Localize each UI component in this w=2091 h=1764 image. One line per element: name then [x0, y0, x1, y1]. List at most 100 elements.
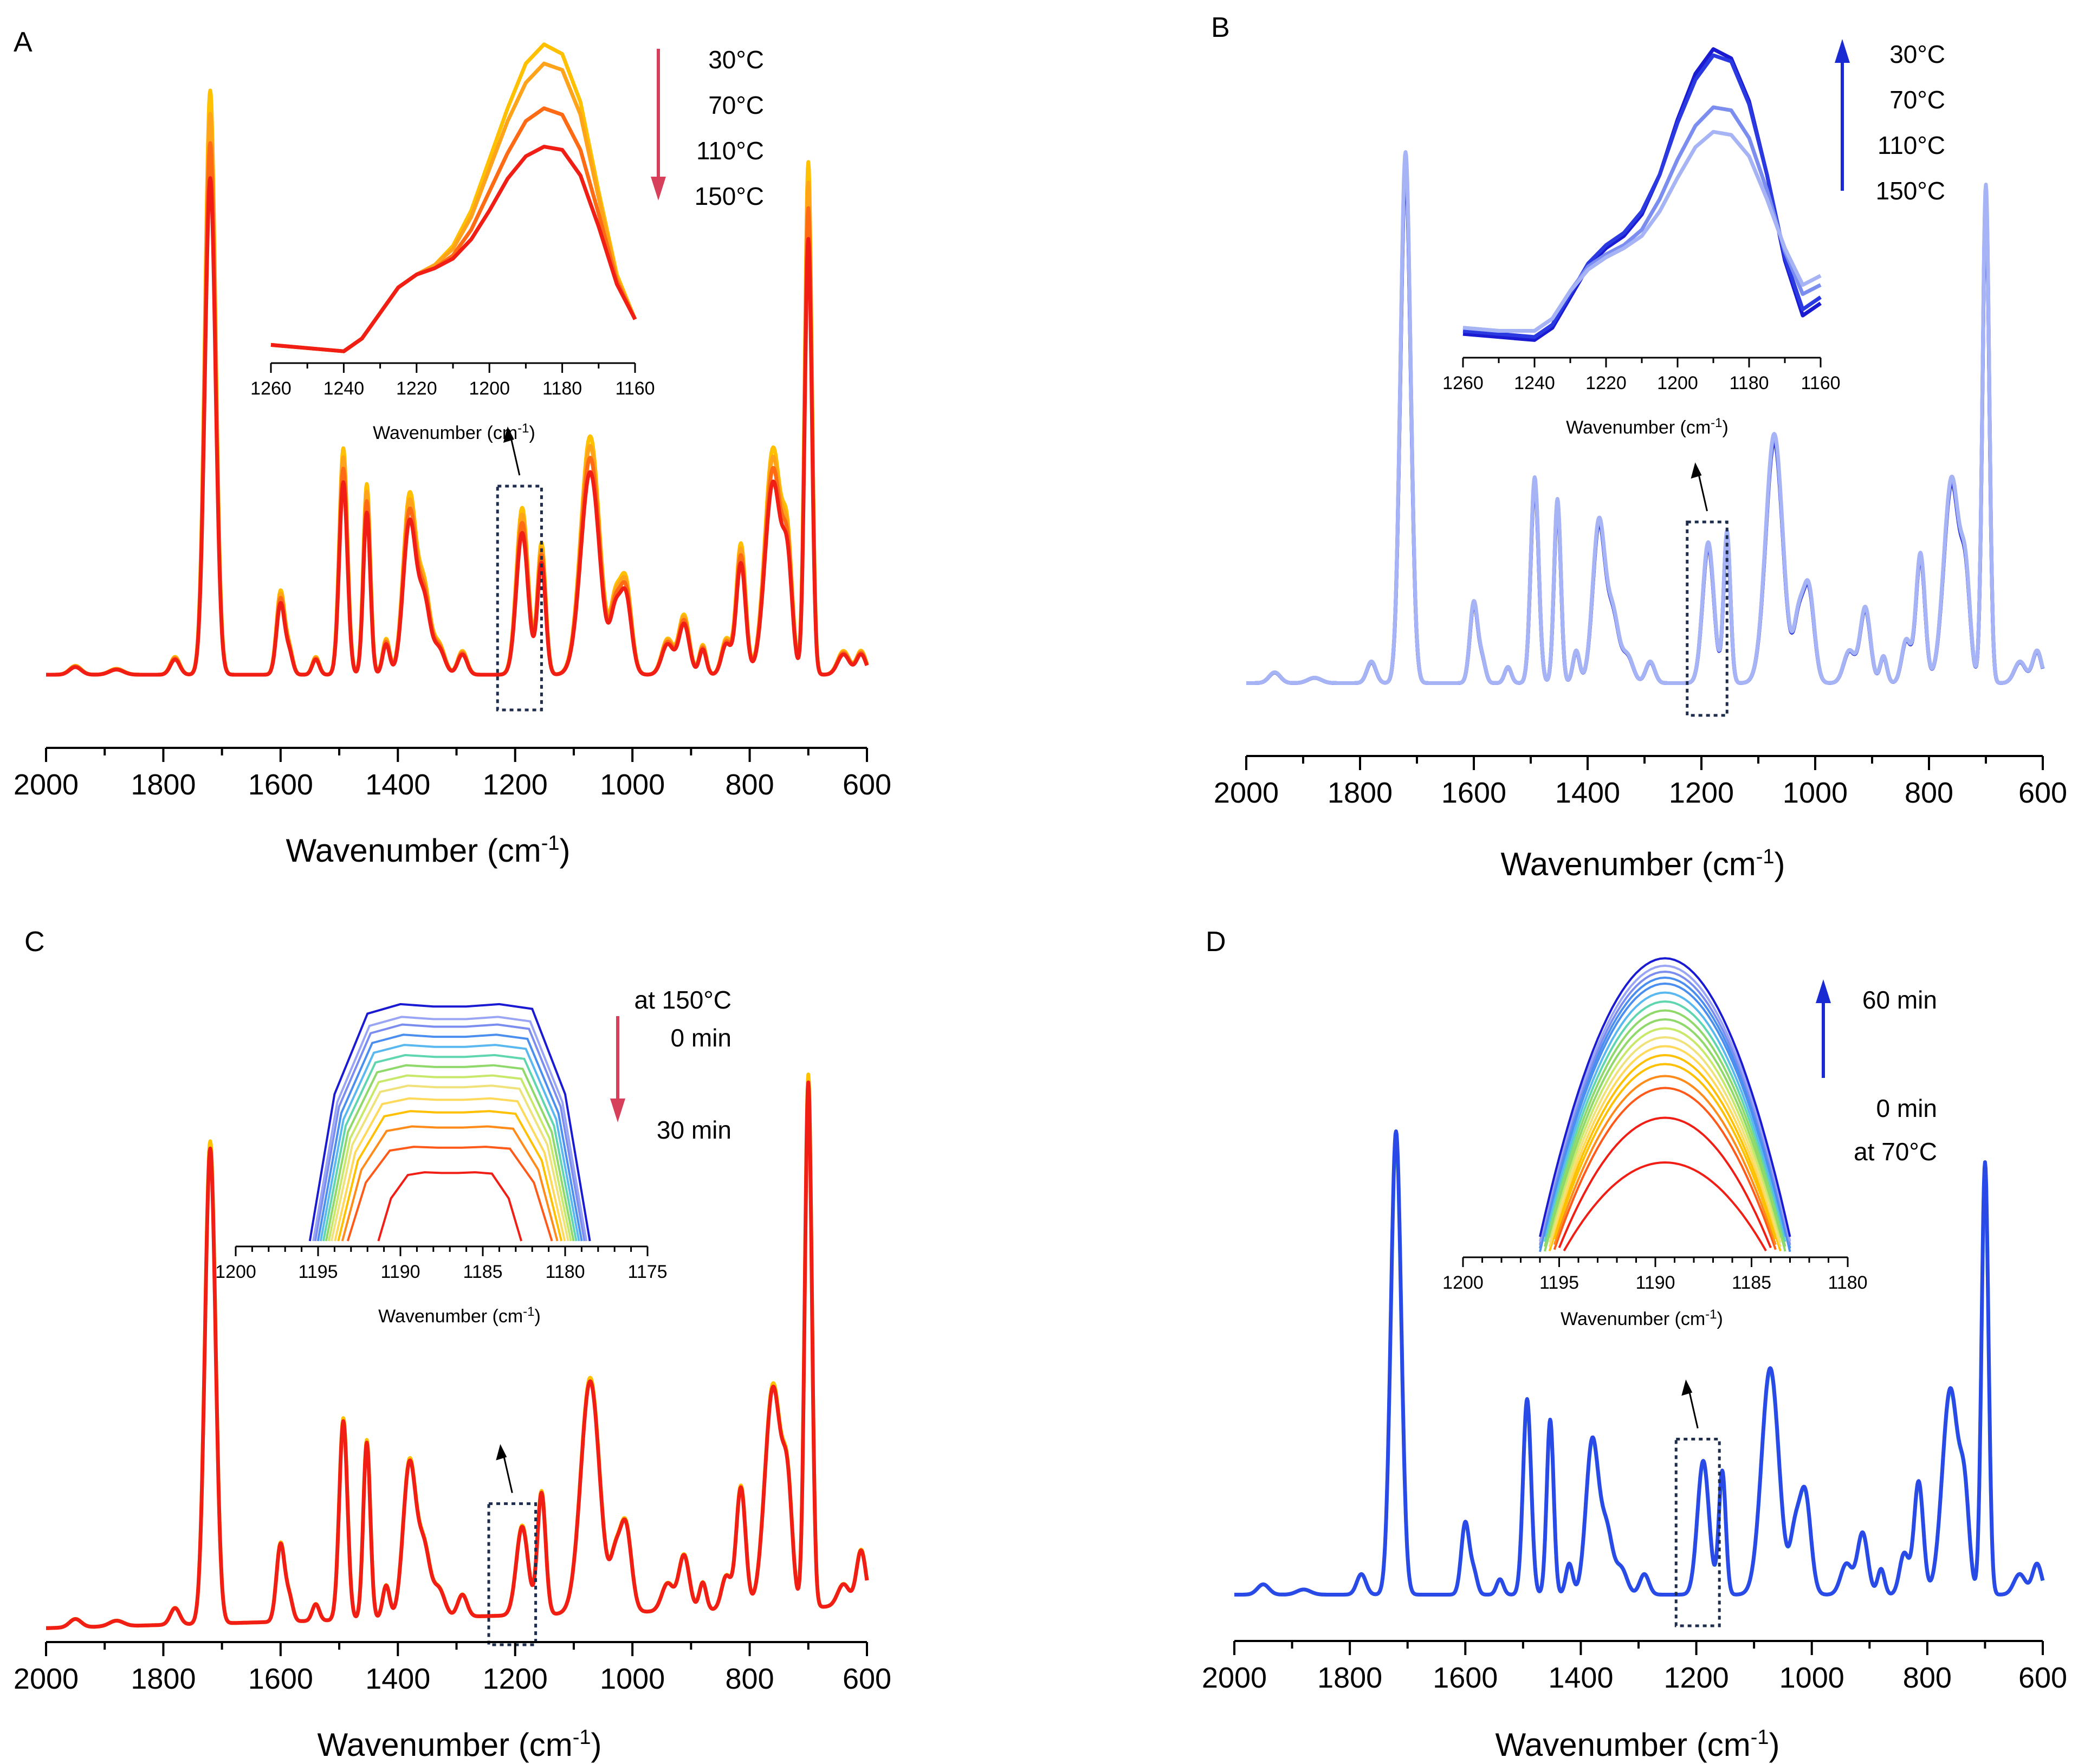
panel-d-spectra — [1233, 1129, 2045, 1597]
panel-d-legend: 60 min 0 min at 70°C — [1816, 979, 1937, 1166]
inset-curve-18 — [1539, 957, 1791, 1237]
pointer-arrow-head — [1681, 1379, 1693, 1396]
inset-curve-1 — [270, 42, 637, 353]
x-tick-label: 1400 — [365, 1663, 430, 1695]
spectrum-line-2 — [1233, 1129, 2045, 1597]
spectrum-line-2 — [44, 1080, 869, 1630]
inset-x-tick-label: 1180 — [545, 1262, 585, 1282]
x-tick-label: 600 — [843, 1663, 891, 1695]
panel-d-x-axis: 2000 1800 1600 1400 1200 1000 800 600 — [1202, 1640, 2067, 1694]
x-tick-label: 2000 — [14, 768, 79, 801]
legend-label: 70°C — [708, 91, 764, 119]
pointer-arrow-line — [510, 437, 521, 476]
inset-x-tick-label: 1200 — [469, 378, 510, 399]
inset-curve-16 — [1539, 970, 1791, 1245]
x-tick-label: 1200 — [483, 1663, 548, 1695]
panel-d-highlight-box — [1674, 1379, 1721, 1627]
inset-curve-11 — [1543, 1009, 1786, 1247]
inset-curve-14 — [308, 1003, 591, 1242]
legend-label: 0 min — [1876, 1094, 1937, 1122]
x-tick-label: 1600 — [248, 1663, 313, 1695]
panel-b-spectra — [1245, 150, 2045, 685]
inset-curve-11 — [316, 1033, 583, 1242]
panel-b-x-axis-label: Wavenumber (cm-1) — [1501, 845, 1785, 882]
legend-label: at 70°C — [1854, 1138, 1937, 1166]
inset-x-tick-label: 1240 — [1514, 373, 1555, 393]
panel-a-spectra — [44, 88, 869, 677]
inset-curve-3 — [1462, 105, 1822, 333]
inset-x-tick-label: 1175 — [627, 1262, 667, 1282]
legend-label: 110°C — [696, 137, 764, 165]
x-tick-label: 600 — [2018, 777, 2067, 809]
x-tick-label: 1400 — [1548, 1662, 1613, 1694]
x-tick-label: 1800 — [131, 1663, 196, 1695]
panel-c-x-axis-label: Wavenumber (cm-1) — [318, 1726, 602, 1763]
x-tick-label: 1600 — [1441, 777, 1506, 809]
inset-curve-4 — [1553, 1075, 1777, 1245]
inset-curve-13 — [1543, 991, 1786, 1237]
panel-a-inset-x-label: Wavenumber (cm-1) — [373, 421, 535, 443]
inset-curve-5 — [1553, 1063, 1777, 1240]
x-tick-label: 2000 — [1202, 1662, 1267, 1694]
inset-curve-4 — [270, 145, 637, 353]
inset-x-tick-label: 1260 — [250, 378, 292, 399]
inset-x-tick-label: 1260 — [1442, 373, 1484, 393]
x-tick-label: 800 — [726, 1663, 774, 1695]
pointer-arrow-head — [503, 426, 514, 443]
inset-x-tick-label: 1200 — [215, 1262, 256, 1282]
inset-curve-15 — [1539, 976, 1791, 1249]
x-tick-label: 1200 — [1669, 777, 1734, 809]
highlight-box — [487, 1502, 538, 1646]
inset-curve-5 — [334, 1097, 566, 1242]
panel-c-legend: at 150°C 0 min 30 min — [610, 986, 731, 1144]
inset-curve-9 — [1548, 1027, 1782, 1238]
inset-curve-4 — [337, 1110, 563, 1242]
panel-label-c: C — [24, 926, 45, 958]
x-tick-label: 2000 — [14, 1663, 79, 1695]
pointer-arrow-line — [1688, 1390, 1699, 1429]
highlight-box — [496, 484, 543, 712]
legend-label: at 150°C — [634, 986, 731, 1014]
inset-curve-4 — [1462, 130, 1822, 333]
inset-x-tick-label: 1220 — [1585, 373, 1627, 393]
inset-curve-1 — [377, 1171, 523, 1242]
legend-label: 60 min — [1862, 986, 1937, 1014]
panel-c-spectra — [44, 1072, 869, 1630]
highlight-box — [1686, 520, 1729, 717]
inset-curve-13 — [312, 1016, 588, 1242]
inset-curve-2 — [346, 1146, 553, 1242]
x-tick-label: 1000 — [600, 1663, 665, 1695]
panel-c: 2000 1800 1600 1400 1200 1000 800 600 Wavenumbe… — [14, 986, 891, 1763]
spectrum-line-1 — [44, 1072, 869, 1630]
x-tick-label: 1200 — [483, 768, 548, 801]
inset-x-tick-label: 1180 — [1828, 1272, 1867, 1293]
inset-curve-17 — [1539, 964, 1791, 1242]
panel-b: 2000 1800 1600 1400 1200 1000 800 600 Wavenumbe… — [1214, 39, 2067, 882]
x-tick-label: 1200 — [1664, 1662, 1729, 1694]
pointer-arrow-line — [502, 1455, 513, 1494]
legend-arrow-head — [1835, 39, 1850, 63]
inset-curve-6 — [330, 1084, 569, 1242]
inset-x-tick-label: 1240 — [323, 378, 365, 399]
x-tick-label: 2000 — [1214, 777, 1279, 809]
panel-label-d: D — [1206, 926, 1226, 958]
inset-x-tick-label: 1185 — [463, 1262, 502, 1282]
x-tick-label: 600 — [843, 768, 891, 801]
panel-a-inset: 1260 1240 1220 1200 1180 1160 — [250, 42, 655, 399]
x-tick-label: 1400 — [1555, 777, 1620, 809]
inset-curve-7 — [1548, 1045, 1782, 1248]
legend-label: 30°C — [1889, 40, 1945, 68]
panel-a-x-axis-label: Wavenumber (cm-1) — [286, 832, 571, 869]
inset-x-tick-label: 1180 — [542, 378, 582, 399]
inset-curve-12 — [314, 1023, 586, 1242]
inset-curve-14 — [1539, 982, 1791, 1252]
panel-c-inset: 1200 1195 1190 1185 1180 1175 — [215, 1003, 668, 1282]
panel-b-x-axis: 2000 1800 1600 1400 1200 1000 800 600 — [1214, 755, 2067, 809]
spectrum-line-4 — [1245, 150, 2045, 685]
panel-a-legend: 30°C 70°C 110°C 150°C — [651, 46, 764, 210]
inset-x-tick-label: 1185 — [1732, 1272, 1771, 1293]
x-tick-label: 1800 — [1317, 1662, 1382, 1694]
inset-curve-6 — [1548, 1054, 1782, 1251]
panel-a-x-axis: 2000 1800 1600 1400 1200 1000 800 600 — [14, 747, 891, 801]
inset-x-tick-label: 1195 — [1539, 1272, 1579, 1293]
